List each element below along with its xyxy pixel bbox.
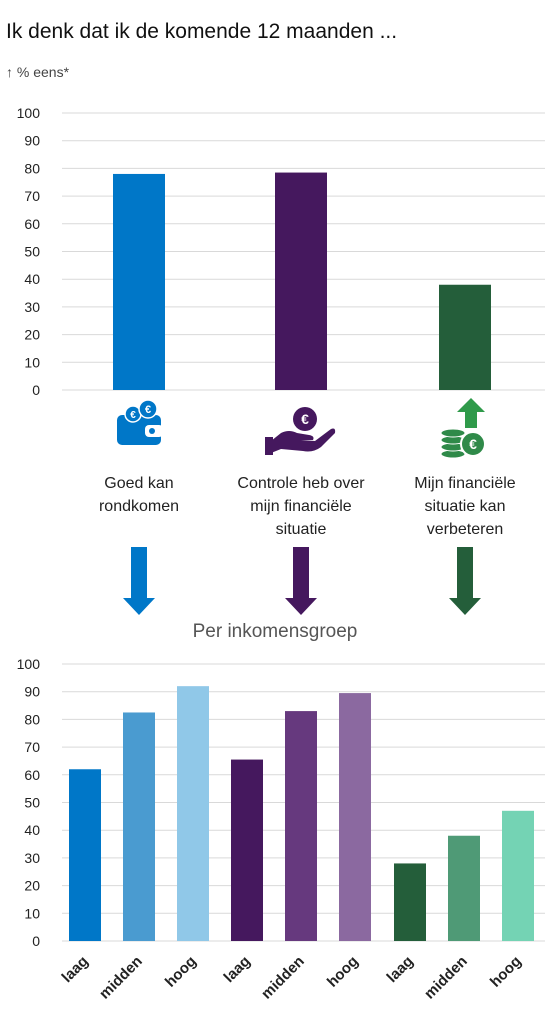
bar <box>69 769 101 941</box>
x-tick-label: laag <box>59 953 92 986</box>
bar <box>502 810 534 941</box>
x-tick-label: hoog <box>162 953 200 991</box>
y-tick-label: 30 <box>24 850 40 866</box>
chart-title: Ik denk dat ik de komende 12 maanden ... <box>6 20 398 43</box>
coins-arrow-up-icon: € <box>440 398 486 459</box>
y-tick-label: 80 <box>24 160 40 176</box>
svg-text:€: € <box>130 410 136 421</box>
bar <box>123 712 155 941</box>
x-tick-label: midden <box>258 953 308 1003</box>
x-tick-label: midden <box>421 953 471 1003</box>
svg-text:€: € <box>469 436 477 452</box>
y-tick-label: 100 <box>17 105 41 121</box>
x-tick-label: laag <box>384 953 417 986</box>
category-label: situatie <box>276 521 327 538</box>
y-axis-unit: ↑ % eens* <box>6 64 70 80</box>
y-tick-label: 50 <box>24 244 40 260</box>
x-tick-label: hoog <box>487 953 525 991</box>
wallet-euro-icon: € € <box>117 399 163 445</box>
bar <box>339 693 371 941</box>
bar <box>394 863 426 941</box>
x-tick-label: laag <box>221 953 254 986</box>
down-arrows <box>123 547 481 615</box>
y-tick-label: 0 <box>32 933 40 949</box>
down-arrow-icon <box>123 547 155 615</box>
bar <box>285 711 317 941</box>
y-tick-label: 50 <box>24 795 40 811</box>
y-tick-label: 10 <box>24 354 40 370</box>
bar <box>113 173 165 390</box>
bar <box>275 172 327 390</box>
y-tick-label: 70 <box>24 188 40 204</box>
y-tick-label: 20 <box>24 878 40 894</box>
y-tick-label: 0 <box>32 382 40 398</box>
y-tick-label: 90 <box>24 684 40 700</box>
category-label: Mijn financiële <box>414 475 515 492</box>
category-label: mijn financiële <box>250 498 351 515</box>
y-tick-label: 40 <box>24 271 40 287</box>
x-tick-label: midden <box>96 953 146 1003</box>
y-tick-label: 70 <box>24 739 40 755</box>
down-arrow-icon <box>285 547 317 615</box>
bar <box>231 759 263 941</box>
svg-text:€: € <box>145 404 151 416</box>
top-chart: 0 10 20 30 40 50 60 70 80 90 100 <box>17 105 545 398</box>
category-label: situatie kan <box>425 498 506 515</box>
y-tick-label: 60 <box>24 216 40 232</box>
y-tick-label: 20 <box>24 327 40 343</box>
hand-euro-icon: € <box>265 407 336 455</box>
bar <box>448 835 480 941</box>
y-tick-label: 100 <box>17 656 41 672</box>
y-tick-label: 90 <box>24 133 40 149</box>
bar <box>177 686 209 941</box>
bar <box>439 284 491 390</box>
y-tick-label: 80 <box>24 711 40 727</box>
category-label: Goed kan <box>104 475 173 492</box>
y-tick-label: 10 <box>24 905 40 921</box>
down-arrow-icon <box>449 547 481 615</box>
category-label: rondkomen <box>99 498 179 515</box>
category-label: Controle heb over <box>237 475 365 492</box>
y-tick-label: 60 <box>24 767 40 783</box>
x-tick-label: hoog <box>324 953 362 991</box>
top-category-labels: Goed kan rondkomen Controle heb over mijn f… <box>99 475 516 538</box>
y-tick-label: 30 <box>24 299 40 315</box>
category-label: verbeteren <box>427 521 504 538</box>
category-icons: € €€€ <box>117 398 486 459</box>
y-tick-label: 40 <box>24 822 40 838</box>
svg-text:€: € <box>301 411 309 427</box>
section-label: Per inkomensgroep <box>192 621 358 642</box>
